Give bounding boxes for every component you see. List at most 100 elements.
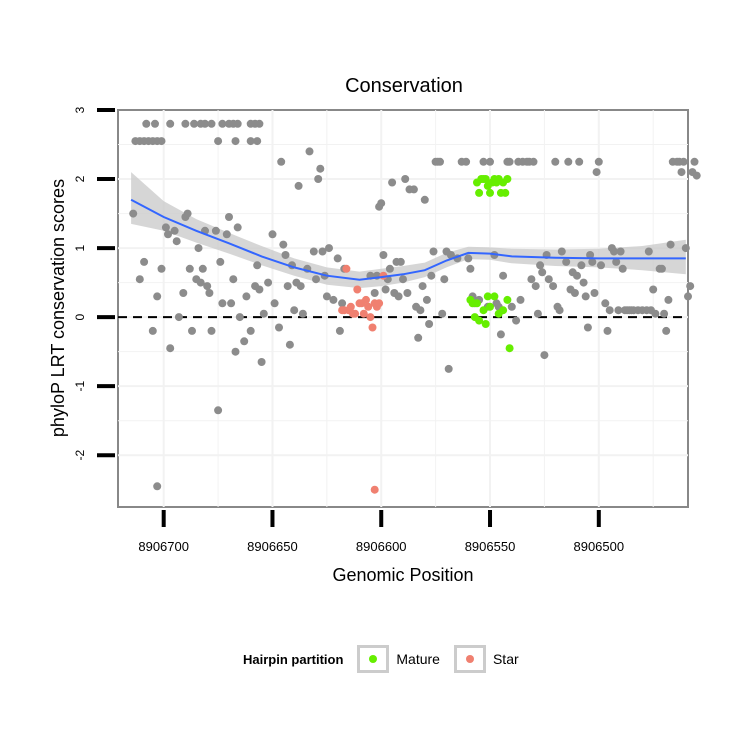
- other-point: [153, 482, 162, 491]
- other-point: [329, 295, 338, 304]
- mature-point: [475, 188, 484, 197]
- other-point: [616, 247, 625, 256]
- mature-point: [481, 175, 490, 183]
- other-point: [240, 337, 249, 346]
- other-point: [679, 157, 688, 166]
- y-tick-label: 3: [73, 106, 87, 113]
- other-point: [564, 157, 573, 166]
- other-point: [597, 261, 605, 270]
- other-point: [157, 137, 166, 146]
- other-point: [231, 347, 240, 356]
- other-point: [677, 168, 686, 177]
- other-point: [516, 295, 525, 304]
- other-point: [464, 254, 473, 263]
- other-point: [396, 257, 405, 266]
- plot-frame: [117, 109, 689, 508]
- mature-point: [486, 188, 494, 197]
- other-point: [172, 237, 181, 246]
- other-point: [399, 275, 407, 284]
- other-point: [229, 275, 238, 284]
- other-point: [573, 271, 581, 280]
- other-point: [190, 119, 199, 128]
- other-point: [438, 309, 447, 318]
- other-point: [135, 275, 144, 284]
- other-point: [270, 299, 279, 308]
- other-point: [531, 282, 540, 291]
- other-point: [529, 157, 538, 166]
- star-point: [366, 313, 375, 322]
- other-point: [218, 299, 227, 308]
- other-point: [283, 282, 292, 291]
- other-point: [181, 119, 190, 128]
- other-point: [225, 213, 233, 221]
- other-point: [316, 164, 325, 173]
- other-point: [499, 271, 508, 280]
- other-point: [588, 257, 597, 266]
- other-point: [583, 323, 592, 332]
- legend-title: Hairpin partition: [243, 651, 344, 667]
- mature-point: [479, 306, 488, 315]
- star-point: [364, 302, 373, 311]
- other-point: [233, 119, 242, 128]
- other-point: [618, 264, 627, 273]
- axes: -2 -1 0 1 2 3 8906700 8906650 8906600 8906550 8906…: [73, 106, 624, 554]
- other-point: [285, 340, 294, 349]
- other-point: [222, 230, 231, 239]
- other-point: [581, 292, 590, 301]
- smooth-trend-line: [130, 198, 686, 281]
- other-point: [294, 181, 303, 190]
- other-point: [479, 157, 488, 166]
- y-tick-label: 2: [73, 175, 87, 182]
- other-point: [692, 171, 701, 180]
- y-tick-label: -1: [73, 381, 87, 392]
- other-point: [414, 333, 423, 342]
- other-point: [551, 157, 560, 166]
- other-point: [203, 282, 212, 291]
- y-tick-label: 0: [73, 313, 87, 320]
- other-point: [183, 209, 192, 218]
- other-point: [664, 295, 673, 304]
- other-point: [164, 230, 172, 239]
- x-tick-label: 8906650: [247, 539, 298, 554]
- legend: Hairpin partition Mature Star: [243, 645, 533, 673]
- other-point: [148, 326, 157, 335]
- star-dot-icon: [465, 655, 474, 663]
- other-point: [381, 285, 390, 294]
- other-point: [425, 320, 434, 328]
- mature-point: [501, 188, 510, 197]
- other-point: [614, 306, 623, 315]
- star-point: [375, 299, 384, 308]
- other-point: [151, 119, 159, 128]
- other-point: [440, 275, 449, 284]
- y-axis-title: phyloP LRT conservation scores: [48, 179, 68, 437]
- other-point: [575, 157, 584, 166]
- other-point: [281, 251, 290, 259]
- other-point: [429, 247, 438, 256]
- other-point: [309, 247, 318, 256]
- star-point: [342, 264, 351, 273]
- other-point: [403, 289, 412, 297]
- other-point: [570, 289, 579, 297]
- other-point: [207, 326, 216, 335]
- other-point: [214, 406, 223, 415]
- other-point: [235, 313, 244, 322]
- other-point: [505, 157, 514, 166]
- other-point: [527, 275, 536, 284]
- other-point: [253, 137, 262, 146]
- other-point: [544, 275, 553, 284]
- other-point: [612, 257, 621, 266]
- other-point: [586, 251, 595, 259]
- other-point: [257, 358, 266, 366]
- other-point: [275, 323, 283, 332]
- star-point: [346, 302, 355, 311]
- other-point: [462, 157, 471, 166]
- other-point: [603, 326, 612, 335]
- other-point: [690, 157, 699, 166]
- other-point: [161, 223, 170, 232]
- other-point: [409, 185, 418, 194]
- other-point: [129, 209, 138, 218]
- other-point: [594, 157, 603, 166]
- other-point: [660, 309, 669, 318]
- mature-point: [475, 316, 484, 325]
- mature-dot-icon: [369, 655, 378, 663]
